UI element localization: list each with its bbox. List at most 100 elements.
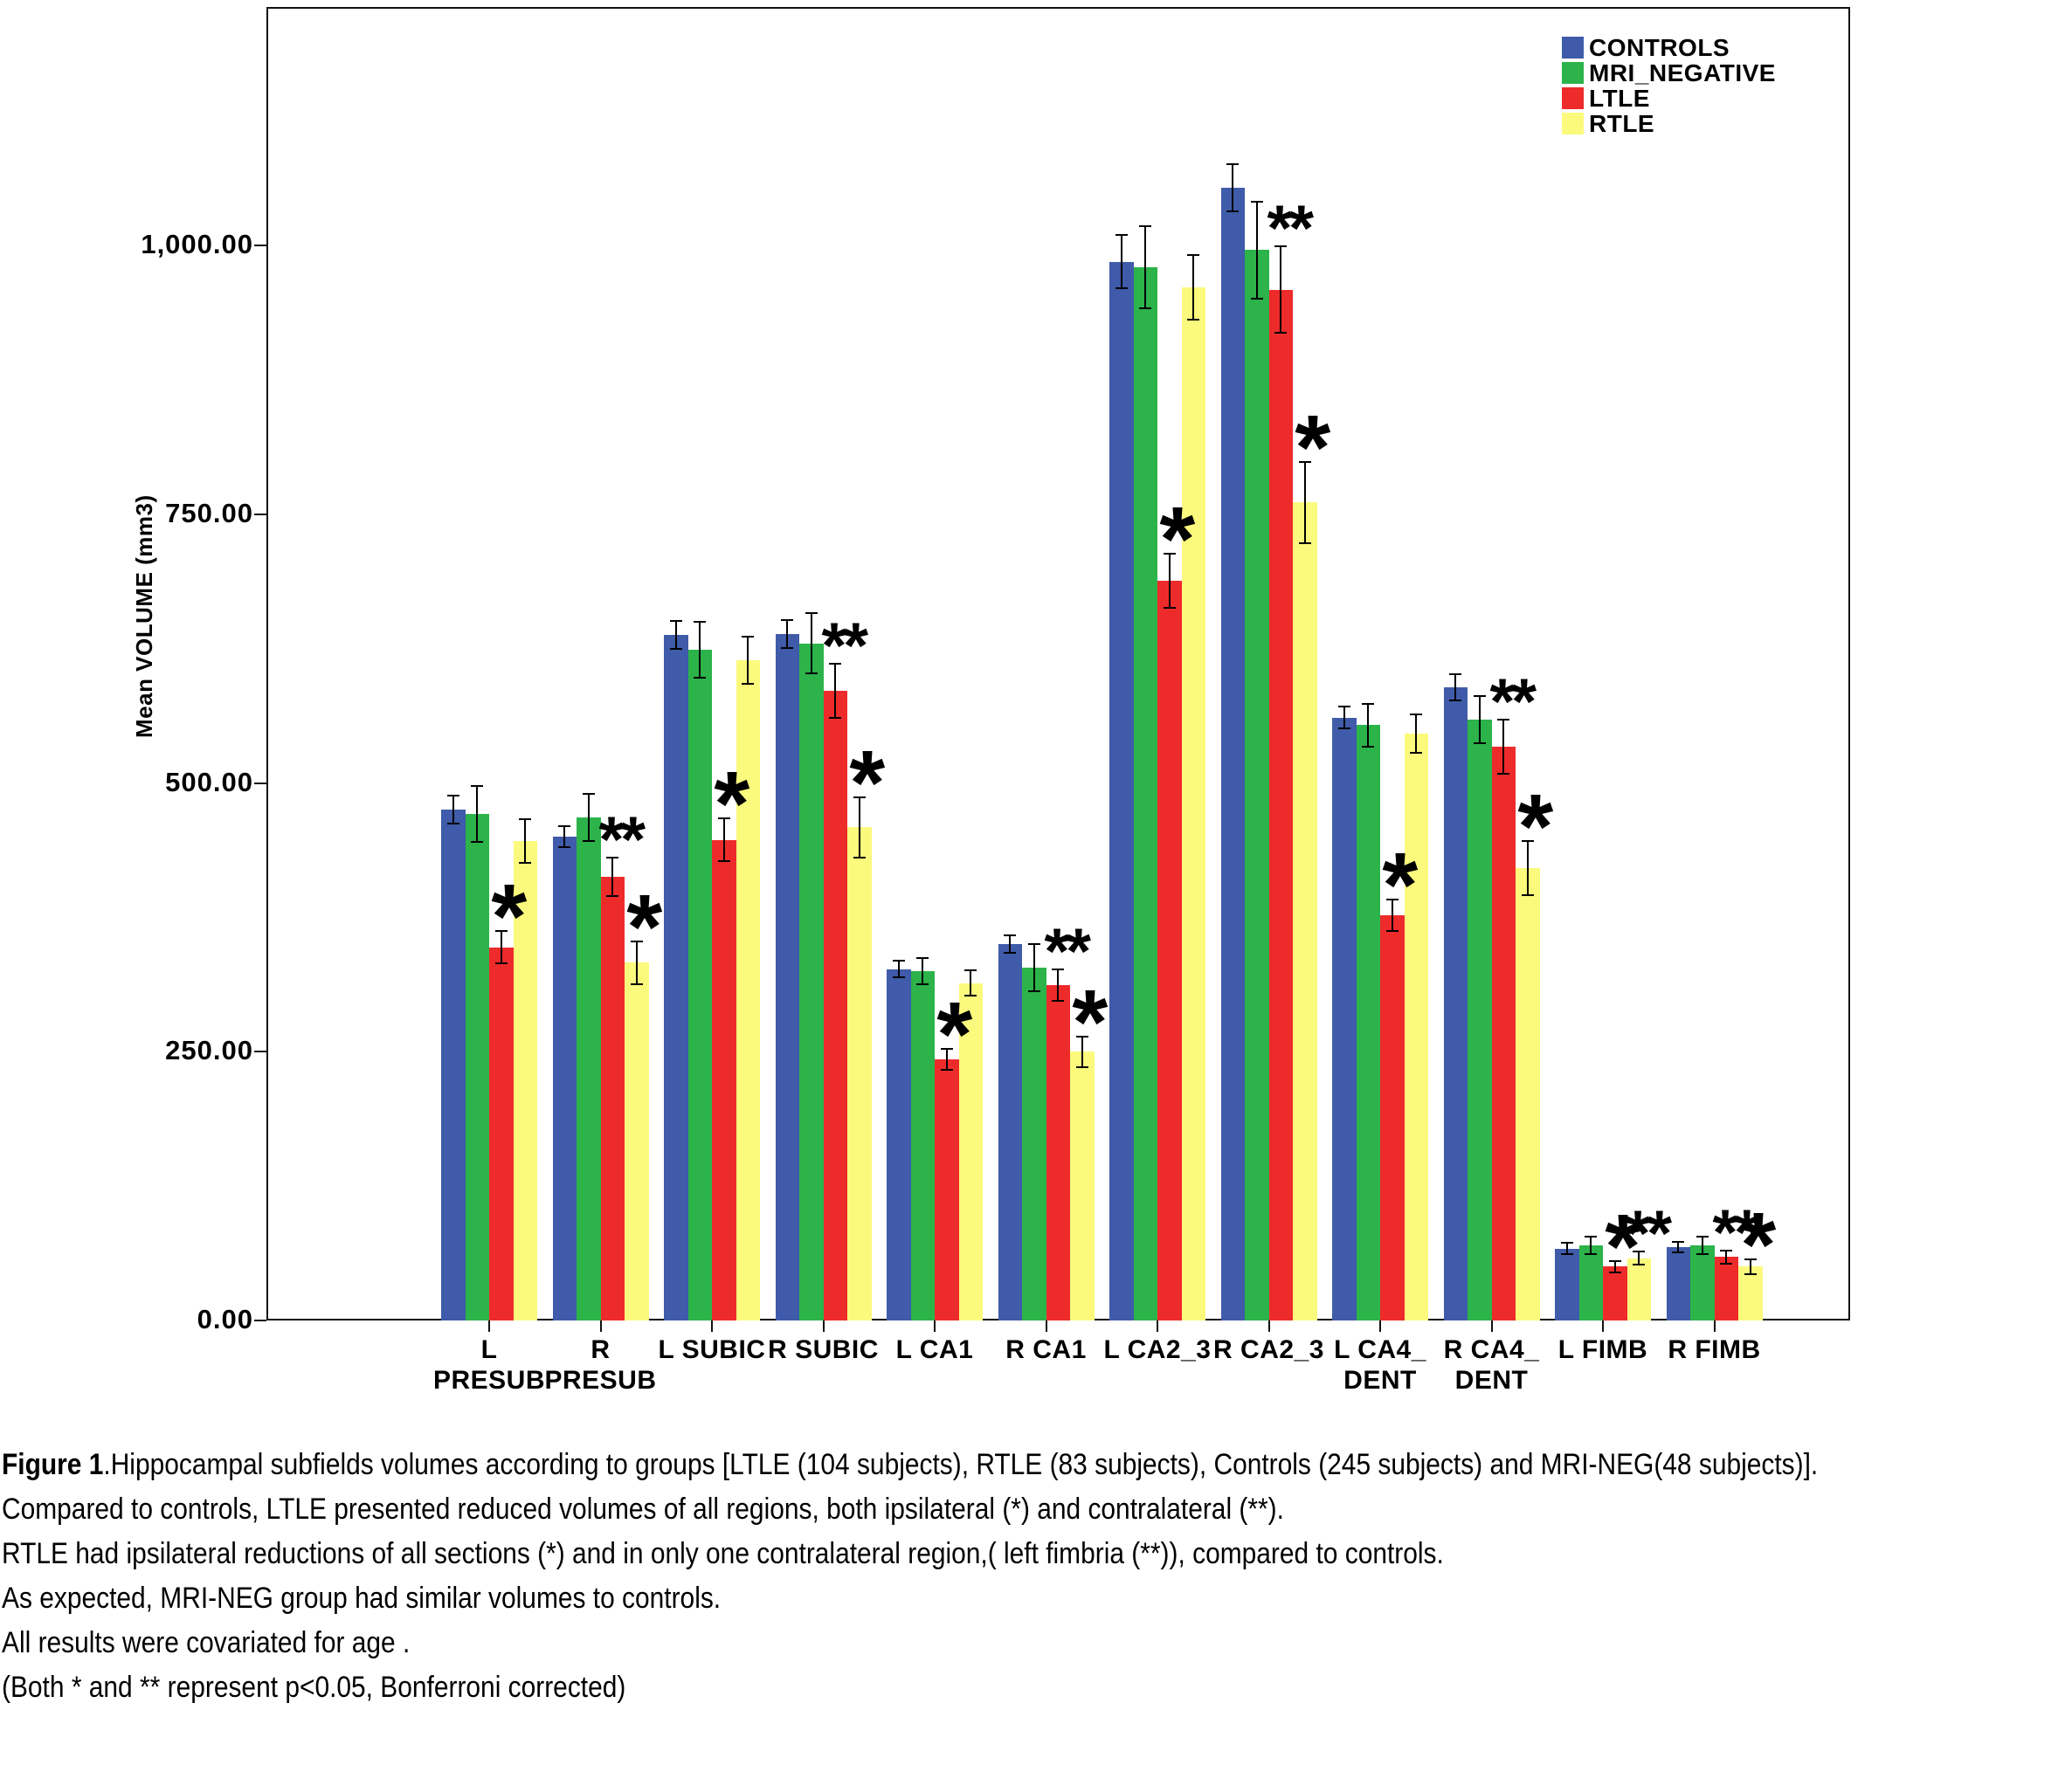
error-bar-cap (1027, 990, 1040, 993)
error-bar-cap (892, 976, 905, 979)
error-bar (747, 637, 749, 685)
error-bar (1303, 461, 1306, 544)
x-axis-label-r-ca2-3: R CA2_3 (1191, 1334, 1348, 1365)
error-bar (476, 786, 479, 843)
error-bar (1749, 1258, 1751, 1275)
error-bar (1677, 1242, 1680, 1253)
caption-line-2: Compared to controls, LTLE presented red… (2, 1493, 1284, 1526)
error-bar (1613, 1261, 1616, 1272)
bar-controls-r-ca2-3 (1220, 187, 1245, 1320)
error-bar-cap (606, 856, 619, 858)
error-bar-cap (940, 1047, 953, 1050)
y-axis-tick-label: 500.00 (165, 766, 253, 797)
error-bar-cap (717, 860, 730, 863)
significance-marker-l-ca1-ltle: * (936, 983, 973, 1086)
error-bar (970, 969, 972, 996)
error-bar-cap (1385, 898, 1399, 900)
error-bar (1081, 1037, 1083, 1067)
error-bar-cap (916, 983, 929, 985)
bar-ltle-r-presub (600, 876, 625, 1320)
error-bar-cap (829, 716, 842, 719)
bar-ltle-l-presub (489, 947, 514, 1320)
error-bar-cap (1560, 1242, 1573, 1245)
error-bar-cap (940, 1069, 953, 1072)
error-bar-cap (829, 663, 842, 665)
x-axis-tick (1602, 1320, 1604, 1332)
error-bar-cap (1115, 233, 1128, 236)
significance-marker-l-presub-ltle: * (491, 865, 528, 969)
error-bar-cap (1337, 727, 1350, 729)
error-bar-cap (1608, 1260, 1621, 1263)
bar-ltle-r-ca2-3 (1268, 289, 1293, 1320)
y-axis-tick-label: 0.00 (197, 1304, 253, 1334)
error-bar-cap (781, 646, 794, 649)
significance-marker-r-presub-rtle: * (626, 875, 663, 978)
x-axis-tick (822, 1320, 825, 1332)
error-bar-cap (1139, 307, 1152, 309)
x-axis-label-line: L CA2_3 (1103, 1335, 1212, 1364)
bar-controls-l-presub (441, 810, 466, 1320)
error-bar-cap (1473, 742, 1486, 745)
error-bar-cap (694, 621, 707, 623)
error-bar (452, 796, 454, 824)
error-bar-cap (1075, 1036, 1088, 1038)
bar-rtle-r-ca1 (1070, 1051, 1095, 1320)
error-bar (1590, 1237, 1592, 1254)
figure-caption: Figure 1.Hippocampal subfields volumes a… (2, 1443, 1818, 1710)
error-bar-cap (1298, 460, 1311, 463)
error-bar-cap (1585, 1252, 1598, 1255)
caption-figure-label: Figure 1 (2, 1448, 104, 1481)
error-bar-cap (1410, 752, 1423, 755)
error-bar-cap (1187, 319, 1200, 321)
error-bar-cap (1274, 245, 1288, 248)
error-bar-cap (446, 823, 459, 825)
x-axis-label-line: R CA1 (1005, 1335, 1087, 1364)
bar-mri-negative-l-ca4-dent (1356, 725, 1380, 1320)
bar-rtle-l-ca2-3 (1181, 287, 1205, 1320)
y-axis-tick-label: 750.00 (165, 497, 253, 528)
x-axis-label-r-subic: R SUBIC (745, 1334, 902, 1365)
error-bar-cap (1744, 1273, 1757, 1276)
legend-label: LTLE (1589, 84, 1650, 112)
error-bar (922, 958, 924, 984)
error-bar (1120, 234, 1122, 289)
error-bar-cap (1497, 772, 1510, 775)
error-bar (858, 796, 860, 858)
error-bar (1454, 674, 1457, 700)
x-axis-label-line: R CA2_3 (1213, 1335, 1324, 1364)
x-axis-label-l-ca2-3: L CA2_3 (1079, 1334, 1236, 1365)
legend-item-rtle: RTLE (1562, 110, 1776, 137)
error-bar-cap (1004, 934, 1017, 937)
error-bar (524, 819, 527, 863)
bar-rtle-l-presub (513, 841, 537, 1320)
bar-controls-l-ca1 (887, 969, 911, 1320)
bar-mri-negative-r-ca2-3 (1245, 250, 1269, 1320)
error-bar-cap (781, 618, 794, 621)
error-bar-cap (1052, 968, 1065, 970)
bar-ltle-l-fimb (1603, 1266, 1627, 1320)
bar-controls-l-ca4-dent (1332, 717, 1357, 1320)
error-bar (1415, 714, 1418, 754)
significance-marker-r-ca4-dent-ltle: ** (1489, 665, 1537, 738)
error-bar (500, 931, 502, 964)
error-bar-cap (694, 677, 707, 679)
error-bar-cap (916, 957, 929, 960)
y-axis-tick (254, 245, 266, 247)
legend-swatch-ltle (1562, 87, 1584, 109)
significance-marker-r-ca1-rtle: * (1072, 971, 1109, 1074)
y-axis-tick-label: 1,000.00 (141, 229, 253, 260)
legend-item-ltle: LTLE (1562, 84, 1776, 112)
error-bar (674, 620, 677, 649)
error-bar-cap (630, 940, 643, 942)
error-bar-cap (892, 959, 905, 962)
error-bar-cap (742, 636, 755, 638)
x-axis-label-r-ca4-dent: R CA4_ DENT (1413, 1334, 1571, 1396)
error-bar (897, 960, 900, 978)
error-bar-cap (1497, 719, 1510, 721)
error-bar (810, 613, 812, 674)
x-axis-tick (1045, 1320, 1047, 1332)
error-bar-cap (1298, 542, 1311, 545)
error-bar (1502, 720, 1505, 774)
significance-marker-r-ca2-3-rtle: * (1295, 396, 1331, 499)
error-bar-cap (1720, 1250, 1733, 1251)
